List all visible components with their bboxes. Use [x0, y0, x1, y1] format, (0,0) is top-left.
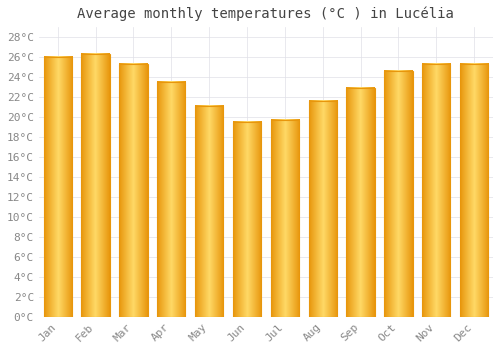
- Bar: [270, 120, 299, 317]
- Bar: [233, 122, 261, 317]
- Bar: [195, 106, 224, 317]
- Bar: [157, 82, 186, 317]
- Bar: [384, 71, 412, 317]
- Bar: [157, 82, 186, 317]
- Title: Average monthly temperatures (°C ) in Lucélia: Average monthly temperatures (°C ) in Lu…: [78, 7, 454, 21]
- Bar: [44, 57, 72, 317]
- Bar: [270, 120, 299, 317]
- Bar: [233, 122, 261, 317]
- Bar: [119, 64, 148, 317]
- Bar: [422, 64, 450, 317]
- Bar: [195, 106, 224, 317]
- Bar: [82, 54, 110, 317]
- Bar: [308, 101, 337, 317]
- Bar: [82, 54, 110, 317]
- Bar: [422, 64, 450, 317]
- Bar: [460, 64, 488, 317]
- Bar: [119, 64, 148, 317]
- Bar: [346, 88, 375, 317]
- Bar: [346, 88, 375, 317]
- Bar: [44, 57, 72, 317]
- Bar: [308, 101, 337, 317]
- Bar: [384, 71, 412, 317]
- Bar: [460, 64, 488, 317]
